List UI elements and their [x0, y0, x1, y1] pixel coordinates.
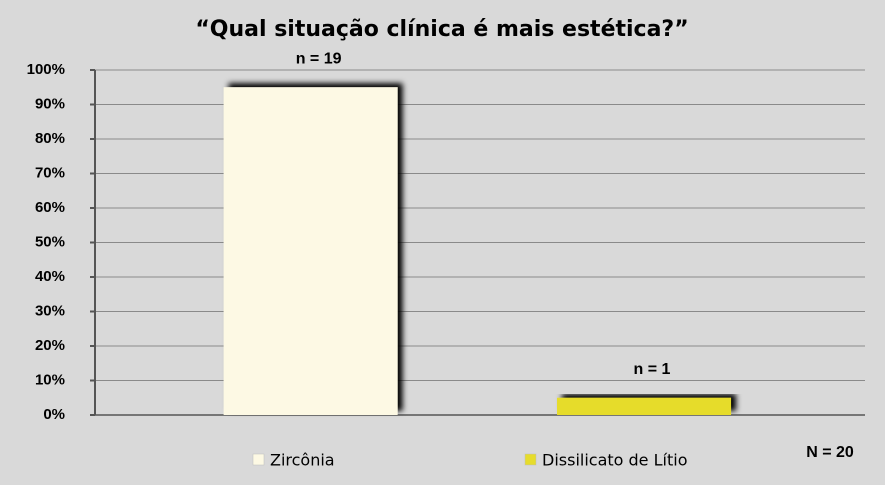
chart-title: “Qual situação clínica é mais estética?” — [195, 17, 688, 42]
legend-swatch — [252, 453, 265, 466]
legend-label: Dissilicato de Lítio — [542, 451, 687, 470]
note: N = 20 — [806, 444, 854, 461]
y-tick-label: 90% — [35, 95, 65, 112]
y-tick-label: 20% — [35, 337, 65, 354]
y-tick-label: 50% — [35, 233, 65, 250]
y-tick-label: 0% — [43, 406, 65, 423]
y-tick-label: 30% — [35, 302, 65, 319]
y-tick-label: 100% — [27, 61, 65, 78]
y-tick-label: 70% — [35, 164, 65, 181]
bar-label: n = 19 — [296, 50, 342, 67]
legend-label: Zircônia — [270, 451, 335, 470]
legend-swatch — [524, 453, 537, 466]
bar — [223, 87, 398, 415]
bar-label: n = 1 — [634, 361, 671, 378]
y-tick-label: 10% — [35, 371, 65, 388]
y-tick-label: 60% — [35, 199, 65, 216]
bar — [557, 397, 732, 415]
y-tick-label: 80% — [35, 130, 65, 147]
y-tick-label: 40% — [35, 268, 65, 285]
